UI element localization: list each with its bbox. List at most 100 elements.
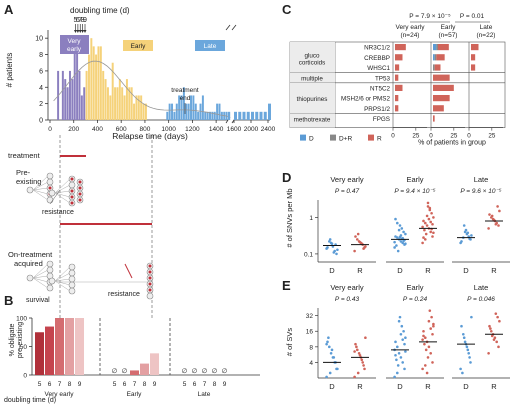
c-bar [433, 64, 435, 71]
histogram-bar [68, 70, 71, 120]
b-bar [45, 326, 54, 375]
e-plot-point-D [336, 367, 339, 371]
doubling-digit: 5 [74, 17, 78, 24]
c-bar [395, 44, 406, 51]
b-category-label: 5 [38, 381, 42, 388]
d-plot-point-R [424, 232, 428, 236]
e-plot-point-R [432, 322, 435, 326]
histogram-bar [66, 87, 69, 120]
c-legend-swatch [368, 134, 374, 141]
axis-break-mark-top [231, 24, 237, 31]
clonal-evolution-diagram: treatment Pre- existing resistance On-tr… [8, 135, 154, 320]
ontreatment-label-1: On-treatment [8, 250, 53, 259]
histogram-bar [87, 54, 90, 120]
histogram-bar [251, 111, 254, 120]
ontreatment-label-2: acquired [14, 259, 43, 268]
d-plot-y-tick-label: 0.1 [304, 251, 313, 258]
preexisting-label-2: existing [16, 177, 41, 186]
e-plot-y-tick-label: 16 [306, 329, 314, 336]
a-y-tick-label: 4 [39, 85, 43, 92]
d-plot-point-R [427, 217, 431, 221]
branch [32, 275, 49, 279]
d-plot-point-R [423, 228, 426, 232]
e-plot-x-label: R [425, 382, 431, 391]
resistance-label-2: resistance [108, 291, 140, 298]
d-plot-pvalue: P = 9.4 × 10⁻⁵ [394, 188, 436, 195]
b-empty-marker: ∅ [182, 368, 188, 375]
treatment-label: treatment [8, 151, 41, 160]
a-y-tick-label: 6 [39, 68, 43, 75]
b-group-name: Late [198, 391, 211, 398]
c-group-n: (n=57) [439, 32, 458, 39]
b-y-label-2: pre-existing [17, 322, 24, 358]
e-y-label: # of SVs [285, 328, 294, 357]
d-plot-panel-title: Very early [330, 175, 364, 184]
histogram-bar [216, 103, 219, 120]
b-bar [140, 363, 149, 375]
b-group-name: Early [127, 391, 143, 398]
a-x-tick-label: 2400 [261, 126, 276, 133]
d-plot-point-R [497, 224, 500, 227]
e-plot-point-D [467, 352, 471, 355]
b-y-tick-label: 50 [20, 344, 28, 351]
branch [54, 178, 71, 194]
c-bar [433, 84, 454, 91]
c-gene-label: TP53 [375, 75, 391, 82]
d-plot-point-R [496, 205, 499, 208]
panel-label-a: A [4, 2, 14, 17]
e-plot-point-D [396, 371, 399, 375]
c-bar [395, 84, 403, 91]
d-plot-point-R [428, 208, 432, 212]
a-y-tick-label: 2 [39, 101, 43, 108]
e-plot-point-R [357, 352, 361, 355]
histogram-bar [135, 95, 138, 120]
histogram-bar [268, 103, 271, 120]
e-plot-point-R [353, 350, 356, 353]
mutant-cell [70, 189, 74, 193]
d-plot-point-R [425, 224, 429, 227]
b-category-label: 9 [78, 381, 82, 388]
mutant-cell [148, 270, 152, 274]
histogram-bar [64, 79, 67, 120]
histogram-x-label: Relapse time (days) [112, 131, 188, 141]
d-plot-point-D [404, 232, 407, 236]
mutant-cell [148, 264, 152, 268]
branch [54, 280, 71, 286]
d-plot-point-D [328, 238, 332, 241]
c-bar [434, 54, 437, 61]
histogram-bar [106, 87, 109, 120]
e-plot-point-R [423, 342, 426, 346]
branch [54, 272, 71, 282]
e-plot-point-D [393, 375, 396, 379]
c-bar [395, 64, 400, 71]
e-plot-pvalue: P = 0.046 [467, 296, 495, 303]
e-plot-point-D [403, 367, 406, 371]
d-plot-point-R [430, 211, 433, 215]
d-plot-point-D [462, 224, 466, 227]
histogram-bar [242, 111, 246, 120]
e-plot-point-D [396, 364, 400, 367]
histogram-bar [213, 111, 216, 120]
histogram-bar [185, 103, 188, 120]
b-category-label: 5 [183, 381, 187, 388]
e-plot-point-R [427, 319, 431, 323]
d-plot-point-D [466, 231, 470, 235]
panel-label-b: B [4, 293, 13, 308]
d-plot-point-R [490, 214, 494, 218]
c-gene-label: FPGS [373, 116, 390, 123]
e-plot-point-R [496, 315, 499, 319]
histogram-bar [197, 111, 200, 120]
c-x-label: % of patients in group [418, 140, 486, 147]
e-plot-point-D [330, 348, 334, 352]
b-bar [65, 318, 74, 375]
c-category-name: methotrexate [294, 117, 331, 124]
b-category-label: 9 [153, 381, 157, 388]
c-bar [395, 105, 399, 112]
e-plot-point-R [428, 309, 432, 312]
c-bar [433, 74, 450, 81]
d-plot-point-D [402, 239, 405, 243]
histogram-bar [116, 87, 119, 120]
doubling-time-title: doubling time (d) [70, 6, 130, 15]
c-bar [395, 95, 399, 102]
a-x-tick-label: 400 [92, 126, 103, 133]
